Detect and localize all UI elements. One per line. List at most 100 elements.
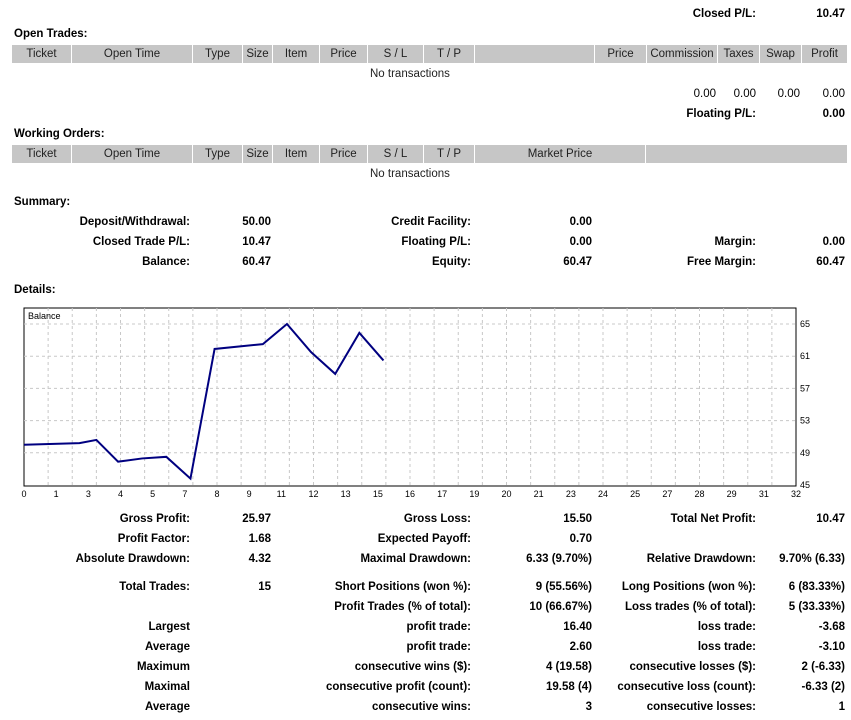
column-header: Open Time [72,145,193,163]
x-tick-label: 24 [598,489,608,499]
stat-label: loss trade: [697,621,756,633]
stat-label: Profit Trades (% of total): [334,601,471,613]
y-tick-label: 53 [800,416,810,426]
stat-value: 15 [258,581,271,593]
open-trades-total-commission: 0.00 [693,88,716,100]
open-trades-empty: No transactions [370,68,450,80]
stat-value: 5 (33.33%) [788,601,845,613]
open-trades-total-swap: 0.00 [777,88,800,100]
y-tick-label: 65 [800,319,810,329]
column-header: Size [243,145,273,163]
stat-label: Relative Drawdown: [646,553,756,565]
closed-pl-label: Closed P/L: [692,8,756,20]
stat-value: 60.47 [563,256,592,268]
stat-value: 0.00 [569,216,592,228]
y-tick-label: 45 [800,480,810,490]
stat-value: -3.10 [818,641,845,653]
stat-label: Profit Factor: [117,533,190,545]
stat-label: consecutive loss (count): [617,681,756,693]
open-trades-total-taxes: 0.00 [733,88,756,100]
stat-label: Gross Loss: [403,513,471,525]
column-header: Price [595,45,647,63]
y-tick-label: 57 [800,383,810,393]
stat-label: Maximal Drawdown: [360,553,471,565]
stat-value: 16.40 [563,621,592,633]
stat-label: Total Trades: [119,581,190,593]
stat-value: 0.70 [569,533,592,545]
stat-value: 25.97 [242,513,271,525]
x-tick-label: 12 [308,489,318,499]
stat-label: Balance: [142,256,190,268]
stat-label: Absolute Drawdown: [75,553,190,565]
stat-label: Largest [148,621,190,633]
stat-value: 4.32 [248,553,271,565]
column-header: Profit [802,45,848,63]
closed-pl-value: 10.47 [816,8,845,20]
x-tick-label: 0 [21,489,26,499]
column-header: Item [273,45,320,63]
stat-value: 3 [585,701,592,713]
x-tick-label: 27 [662,489,672,499]
stat-label: Floating P/L: [401,236,471,248]
x-tick-label: 32 [791,489,801,499]
stat-value: 6.33 (9.70%) [526,553,592,565]
column-header: S / L [368,145,424,163]
stat-label: consecutive losses: [646,701,756,713]
stat-value: 0.00 [822,236,845,248]
stat-label: Long Positions (won %): [621,581,756,593]
stat-value: 19.58 (4) [545,681,592,693]
stat-value: 9 (55.56%) [535,581,592,593]
column-header: Open Time [72,45,193,63]
y-tick-label: 61 [800,351,810,361]
x-tick-label: 3 [86,489,91,499]
stat-label: Deposit/Withdrawal: [79,216,190,228]
x-tick-label: 8 [214,489,219,499]
x-tick-label: 23 [566,489,576,499]
open-trades-total-profit: 0.00 [822,88,845,100]
stat-value: 60.47 [816,256,845,268]
stat-label: consecutive losses ($): [629,661,756,673]
summary-title: Summary: [14,196,71,208]
column-header: Price [320,45,368,63]
open-trades-title: Open Trades: [14,28,88,40]
stat-label: Average [145,641,190,653]
x-tick-label: 7 [182,489,187,499]
stat-label: Gross Profit: [119,513,190,525]
x-tick-label: 13 [341,489,351,499]
stat-value: 10.47 [242,236,271,248]
floating-pl-value: 0.00 [822,108,845,120]
column-header: Taxes [718,45,760,63]
stat-value: 9.70% (6.33) [779,553,845,565]
stat-label: Average [145,701,190,713]
stat-value: -6.33 (2) [801,681,845,693]
stat-label: Maximum [136,661,190,673]
stat-label: profit trade: [406,621,471,633]
column-header [475,45,595,63]
stat-label: Closed Trade P/L: [92,236,190,248]
x-tick-label: 19 [469,489,479,499]
column-header: T / P [424,145,475,163]
stat-value: 15.50 [563,513,592,525]
stat-label: loss trade: [697,641,756,653]
stat-label: Margin: [714,236,756,248]
stat-value: 60.47 [242,256,271,268]
working-orders-title: Working Orders: [14,128,105,140]
column-header: Ticket [12,145,72,163]
x-tick-label: 31 [759,489,769,499]
stat-label: Short Positions (won %): [334,581,471,593]
x-tick-label: 5 [150,489,155,499]
stat-value: -3.68 [818,621,845,633]
stat-value: 6 (83.33%) [788,581,845,593]
stat-label: Credit Facility: [391,216,471,228]
stat-label: consecutive wins: [371,701,471,713]
x-tick-label: 17 [437,489,447,499]
y-tick-label: 49 [800,448,810,458]
stat-label: Free Margin: [686,256,756,268]
column-header: Item [273,145,320,163]
stat-label: consecutive profit (count): [325,681,471,693]
details-title: Details: [14,284,56,296]
stat-value: 2.60 [569,641,592,653]
stat-label: Maximal [144,681,190,693]
